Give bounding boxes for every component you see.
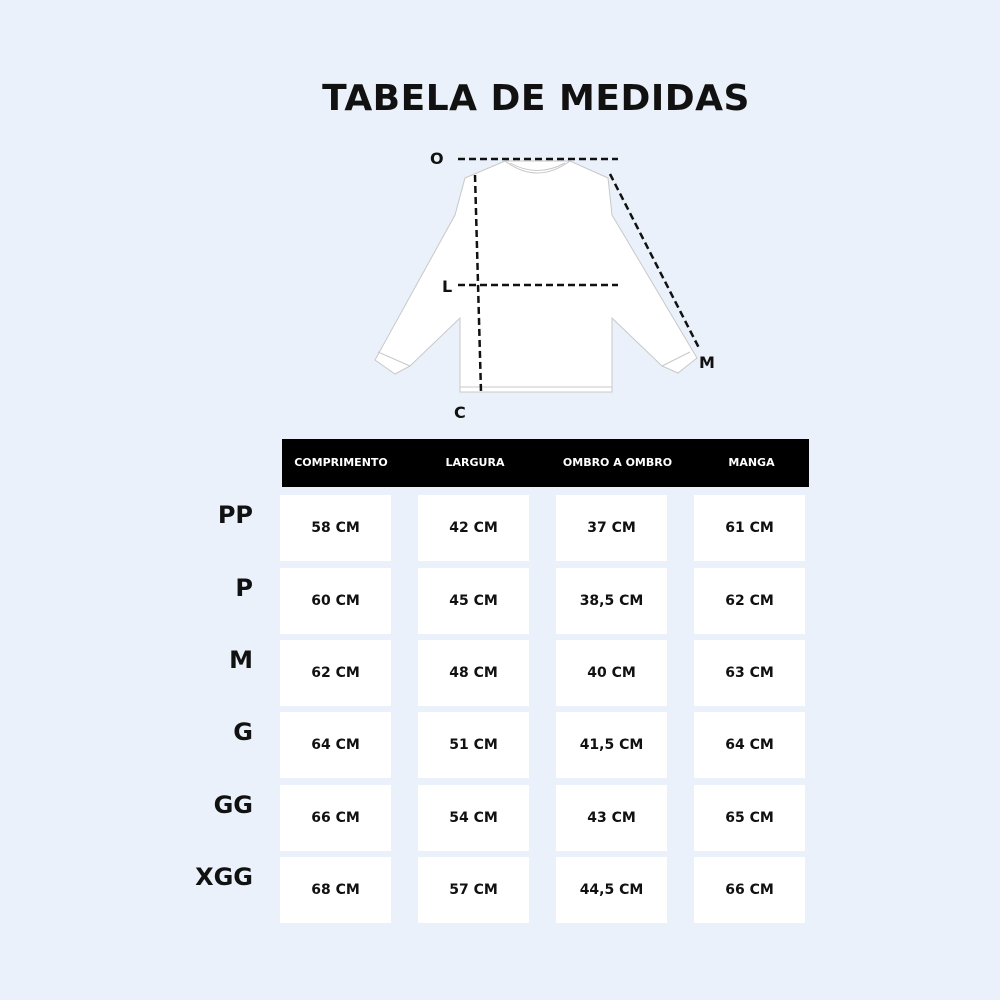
table-cell: 54 CM xyxy=(418,785,529,851)
table-cell: 58 CM xyxy=(280,495,391,561)
table-cell: 62 CM xyxy=(280,640,391,706)
manga-label: M xyxy=(699,353,715,372)
table-cell: 64 CM xyxy=(694,712,805,778)
comprimento-measure-line xyxy=(473,174,483,393)
table-cell: 40 CM xyxy=(556,640,667,706)
table-cell: 64 CM xyxy=(280,712,391,778)
size-label: XGG xyxy=(195,863,253,891)
header-largura: LARGURA xyxy=(445,456,505,469)
table-header: COMPRIMENTO LARGURA OMBRO A OMBRO MANGA xyxy=(282,439,809,487)
table-cell: 41,5 CM xyxy=(556,712,667,778)
table-cell: 61 CM xyxy=(694,495,805,561)
header-comprimento: COMPRIMENTO xyxy=(294,456,388,469)
size-label: PP xyxy=(217,501,253,529)
size-label: M xyxy=(229,646,253,674)
size-label: GG xyxy=(213,791,253,819)
table-cell: 48 CM xyxy=(418,640,529,706)
header-manga: MANGA xyxy=(728,456,775,469)
table-cell: 62 CM xyxy=(694,568,805,634)
table-cell: 44,5 CM xyxy=(556,857,667,923)
table-cell: 51 CM xyxy=(418,712,529,778)
table-cell: 60 CM xyxy=(280,568,391,634)
table-cell: 57 CM xyxy=(418,857,529,923)
size-label: P xyxy=(235,574,253,602)
comprimento-label: C xyxy=(454,403,466,422)
page-title: TABELA DE MEDIDAS xyxy=(322,78,750,119)
ombro-label: O xyxy=(430,149,444,168)
header-ombro: OMBRO A OMBRO xyxy=(562,456,673,469)
size-label: G xyxy=(233,718,253,746)
table-cell: 65 CM xyxy=(694,785,805,851)
table-cell: 66 CM xyxy=(280,785,391,851)
shirt-outline xyxy=(374,160,698,393)
table-cell: 37 CM xyxy=(556,495,667,561)
table-cell: 63 CM xyxy=(694,640,805,706)
table-cell: 42 CM xyxy=(418,495,529,561)
table-cell: 68 CM xyxy=(280,857,391,923)
largura-label: L xyxy=(442,277,453,296)
table-cell: 43 CM xyxy=(556,785,667,851)
table-cell: 38,5 CM xyxy=(556,568,667,634)
table-cell: 66 CM xyxy=(694,857,805,923)
table-cell: 45 CM xyxy=(418,568,529,634)
